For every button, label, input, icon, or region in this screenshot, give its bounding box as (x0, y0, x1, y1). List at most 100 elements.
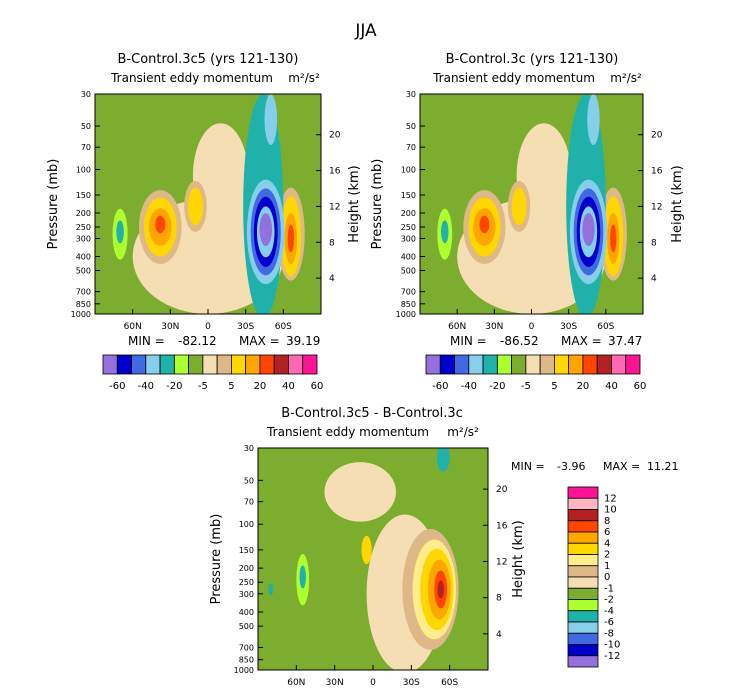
panel-1-x-tick-label: 60S (275, 322, 292, 332)
panel-3-colorbar-label: 0 (604, 572, 610, 583)
panel-3-colorbar-cell (567, 531, 599, 544)
panel-2-x-tick-label: 0 (529, 322, 535, 332)
panel-3-max-label: MAX = (603, 460, 640, 473)
panel-3-y-tick-label: 250 (239, 578, 254, 587)
panel-2-stats: MIN = -86.52 MAX = 37.47 (450, 334, 642, 348)
panel-1-colorbar-label: 5 (228, 381, 234, 392)
panel-3-colorbar-cell (567, 520, 599, 533)
panel-3-ylabel: Pressure (mb) (209, 514, 224, 605)
panel-1-units: m²/s² (288, 71, 320, 85)
panel-1-h-tick-label: 16 (329, 167, 341, 177)
panel-1-y-tick-label: 30 (81, 90, 91, 99)
panel-2-nh-red-core (479, 215, 490, 234)
panel-3-nh-highlat-teal (268, 583, 274, 596)
panel-3-x-tick-label: 0 (370, 678, 376, 688)
panel-2-colorbar-cell (568, 354, 584, 375)
panel-1-colorbar-cell (188, 354, 204, 375)
panel-2-h-ticks: 4 8 12 16 20 (638, 131, 663, 284)
panel-3-min-value: -3.96 (557, 460, 585, 473)
panel-1-colorbar-label: -5 (198, 381, 208, 392)
panel-2-field (420, 94, 643, 314)
panel-3-x-tick-label: 60S (441, 678, 458, 688)
panel-2-max-value: 37.47 (608, 334, 642, 348)
panel-2-y-tick-label: 30 (406, 90, 416, 99)
panel-1-h-tick-label: 4 (329, 274, 335, 284)
panel-2-colorbar-cell (539, 354, 555, 375)
panel-1-colorbar-cell (259, 354, 275, 375)
panel-1-upper-wheat-region (192, 123, 249, 228)
panel-3-colorbar-label: 2 (604, 550, 610, 561)
panel-2-sh-red-core (610, 224, 617, 253)
panel-1-colorbar-cell (202, 354, 218, 375)
panel-3-y-tick-label: 850 (239, 656, 254, 665)
panel-3-colorbar-cell (567, 554, 599, 567)
panel-3-colorbar-cell (567, 497, 599, 510)
panel-1-upper-lightblue-cell (264, 94, 278, 145)
panel-3-x-tick-label: 30S (403, 678, 420, 688)
panel-3-min-label: MIN = (511, 460, 545, 473)
panel-1-colorbar-cell (145, 354, 161, 375)
panel-3-subtitle: Transient eddy momentum (266, 425, 429, 439)
panel-2-h-tick-label: 16 (651, 167, 663, 177)
panel-3-y-tick-label: 100 (239, 520, 254, 529)
panel-1-colorbar-cell (102, 354, 118, 375)
panel-3-colorbar-label: 10 (604, 505, 617, 516)
panel-1-x-tick-label: 0 (205, 322, 211, 332)
panel-3-colorbar-cell (567, 576, 599, 589)
panel-1-colorbar-cell (288, 354, 304, 375)
panel-2-colorbar-label: 5 (551, 381, 557, 392)
panel-3-y-tick-label: 150 (239, 546, 254, 555)
figure-title: JJA (354, 21, 377, 41)
panel-2-nh-highlat-teal (441, 220, 449, 244)
panel-1-max-value: 39.19 (286, 334, 320, 348)
panel-1-x-tick-label: 30S (237, 322, 254, 332)
panel-1-y-tick-label: 500 (76, 267, 91, 276)
panel-2-ylabel: Pressure (mb) (370, 159, 385, 250)
panel-3-colorbar-cell (567, 632, 599, 645)
panel-1-y-tick-label: 400 (76, 253, 91, 262)
panel-1-colorbar-cell (273, 354, 289, 375)
panel-3-x-ticks: 60N 30N 0 30S 60S (287, 665, 459, 688)
panel-3-colorbar-cell (567, 655, 599, 668)
panel-3: B-Control.3c5 - B-Control.3c Transient e… (209, 406, 679, 688)
panel-3-upper-wheat-region (324, 462, 396, 522)
panel-2-colorbar-cell (525, 354, 541, 375)
panel-2-h-tick-label: 8 (651, 238, 657, 248)
panel-2-colorbar-label: 60 (634, 381, 647, 392)
panel-3-ylabel-right: Height (km) (511, 520, 526, 597)
panel-3-colorbar-label: -12 (604, 651, 620, 662)
panel-2-y-tick-label: 400 (401, 253, 416, 262)
panel-2-y-tick-label: 1000 (396, 310, 416, 319)
panel-1-nh-red-core (155, 215, 166, 234)
panel-2-y-tick-label: 850 (401, 300, 416, 309)
panel-1-h-ticks: 4 8 12 16 20 (316, 131, 341, 284)
panel-2-x-tick-label: 60S (597, 322, 614, 332)
panel-3-colorbar-label: 4 (604, 538, 610, 549)
panel-1-colorbar-label: 20 (254, 381, 267, 392)
panel-2-y-tick-label: 200 (401, 209, 416, 218)
panel-3-title: B-Control.3c5 - B-Control.3c (281, 406, 463, 421)
panel-2-max-label: MAX = (561, 334, 602, 348)
panel-2-upper-lightblue-cell (587, 94, 600, 145)
panel-3-tropical-positive (361, 535, 372, 565)
panel-1-colorbar: -60 -40 -20 -5 5 20 40 60 (102, 354, 323, 392)
panel-3-colorbar-cell (567, 486, 599, 499)
panel-1-y-tick-label: 700 (76, 288, 91, 297)
panel-2-upper-wheat-region (516, 123, 572, 228)
panel-1-x-tick-label: 30N (161, 322, 179, 332)
panel-3-h-tick-label: 8 (496, 594, 502, 604)
panel-2-h-tick-label: 12 (651, 202, 662, 212)
panel-3-colorbar-label: -10 (604, 640, 620, 651)
panel-2-tropical-yellow-contour (511, 187, 527, 226)
panel-2-y-tick-label: 700 (401, 288, 416, 297)
panel-2-y-tick-label: 100 (401, 166, 416, 175)
panel-3-h-tick-label: 20 (496, 485, 508, 495)
panel-1-colorbar-cell (131, 354, 147, 375)
panel-2-min-value: -86.52 (500, 334, 539, 348)
panel-2-colorbar-cell (554, 354, 570, 375)
panel-3-y-tick-label: 400 (239, 608, 254, 617)
panel-1-field (95, 94, 321, 314)
panel-1-y-tick-label: 850 (76, 300, 91, 309)
